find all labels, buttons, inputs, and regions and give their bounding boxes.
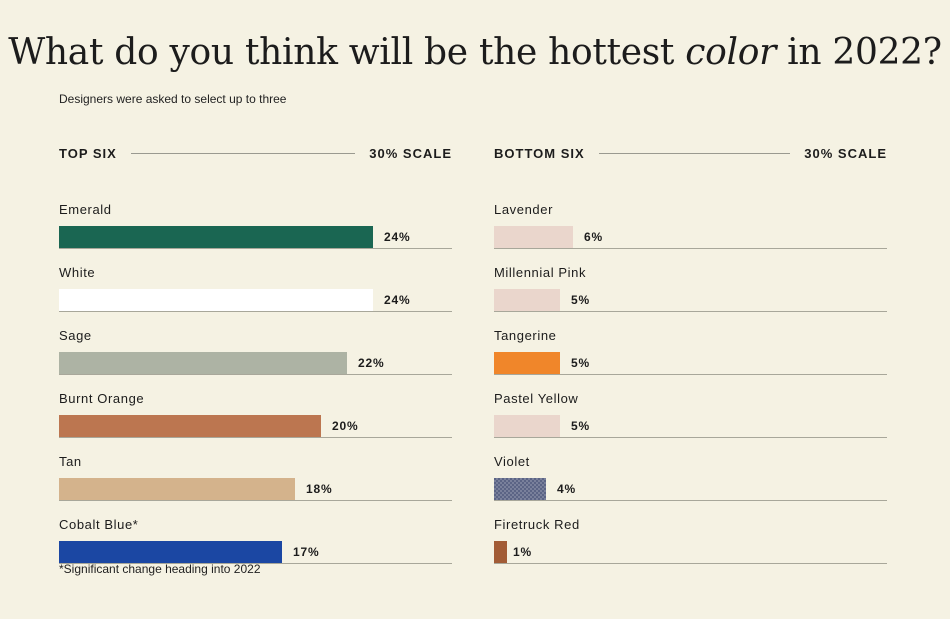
value-label: 6% (584, 230, 603, 244)
bar-track: 5% (494, 289, 887, 312)
bar-label: Cobalt Blue* (59, 517, 139, 532)
bar-row: White 24% (59, 227, 452, 312)
bar-label: Sage (59, 328, 92, 343)
value-label: 5% (571, 356, 590, 370)
title-text-end: in 2022? (775, 32, 942, 73)
bar (494, 478, 546, 500)
bar-track: 24% (59, 226, 452, 249)
header-rule (130, 152, 356, 154)
bar (59, 226, 373, 248)
bar-track: 6% (494, 226, 887, 249)
value-label: 22% (358, 356, 385, 370)
bar-track: 1% (494, 541, 887, 564)
bar-row: Sage 22% (59, 290, 452, 375)
bar-row: Tangerine 5% (494, 290, 887, 375)
bar-track: 5% (494, 415, 887, 438)
bar (494, 289, 560, 311)
bar-row: Lavender 6% (494, 164, 887, 249)
bar-track: 17% (59, 541, 452, 564)
bar-row: Violet 4% (494, 416, 887, 501)
bar-row: Millennial Pink 5% (494, 227, 887, 312)
value-label: 17% (293, 545, 320, 559)
bar (59, 289, 373, 311)
bar-rows: Emerald 24% White 24% Sage 22% Burnt Orange 20%… (59, 164, 452, 564)
bar-row: Emerald 24% (59, 164, 452, 249)
chart-subtitle: Designers were asked to select up to thr… (59, 92, 287, 106)
bar-track: 5% (494, 352, 887, 375)
bar-label: Violet (494, 454, 530, 469)
bar-label: Emerald (59, 202, 112, 217)
value-label: 18% (306, 482, 333, 496)
top-six-panel: TOP SIX 30% SCALE Emerald 24% White 24% Sage… (59, 142, 452, 564)
value-label: 1% (513, 545, 532, 559)
chart-title: What do you think will be the hottest co… (0, 32, 950, 73)
bar (494, 415, 560, 437)
bar-row: Burnt Orange 20% (59, 353, 452, 438)
footnote: *Significant change heading into 2022 (59, 562, 261, 576)
panel-label: BOTTOM SIX (494, 145, 585, 161)
scale-label: 30% SCALE (369, 145, 452, 161)
value-label: 4% (557, 482, 576, 496)
bar (59, 541, 282, 563)
panel-header: BOTTOM SIX 30% SCALE (494, 142, 887, 164)
bar-label: White (59, 265, 96, 280)
panel-label: TOP SIX (59, 145, 117, 161)
bar (494, 226, 573, 248)
bottom-six-panel: BOTTOM SIX 30% SCALE Lavender 6% Millennia… (494, 142, 887, 564)
bar-row: Cobalt Blue* 17% (59, 479, 452, 564)
panel-header: TOP SIX 30% SCALE (59, 142, 452, 164)
bar (59, 415, 321, 437)
header-rule (598, 152, 791, 154)
title-emphasis: color (685, 32, 776, 73)
value-label: 20% (332, 419, 359, 433)
value-label: 24% (384, 230, 411, 244)
bar-row: Pastel Yellow 5% (494, 353, 887, 438)
bar-label: Burnt Orange (59, 391, 145, 406)
bar-track: 18% (59, 478, 452, 501)
bar-track: 4% (494, 478, 887, 501)
bar-label: Pastel Yellow (494, 391, 579, 406)
bar-label: Lavender (494, 202, 554, 217)
bar (494, 352, 560, 374)
bar-label: Tan (59, 454, 82, 469)
bar-row: Firetruck Red 1% (494, 479, 887, 564)
bar-label: Firetruck Red (494, 517, 580, 532)
value-label: 24% (384, 293, 411, 307)
bar (59, 478, 295, 500)
bar (494, 541, 507, 563)
value-label: 5% (571, 293, 590, 307)
bar-track: 24% (59, 289, 452, 312)
bar-track: 22% (59, 352, 452, 375)
value-label: 5% (571, 419, 590, 433)
bar-rows: Lavender 6% Millennial Pink 5% Tangerine 5% Pa… (494, 164, 887, 564)
bar-label: Tangerine (494, 328, 557, 343)
title-text: What do you think will be the hottest (8, 32, 686, 73)
bar-row: Tan 18% (59, 416, 452, 501)
bar (59, 352, 347, 374)
bar-label: Millennial Pink (494, 265, 587, 280)
scale-label: 30% SCALE (804, 145, 887, 161)
bar-track: 20% (59, 415, 452, 438)
